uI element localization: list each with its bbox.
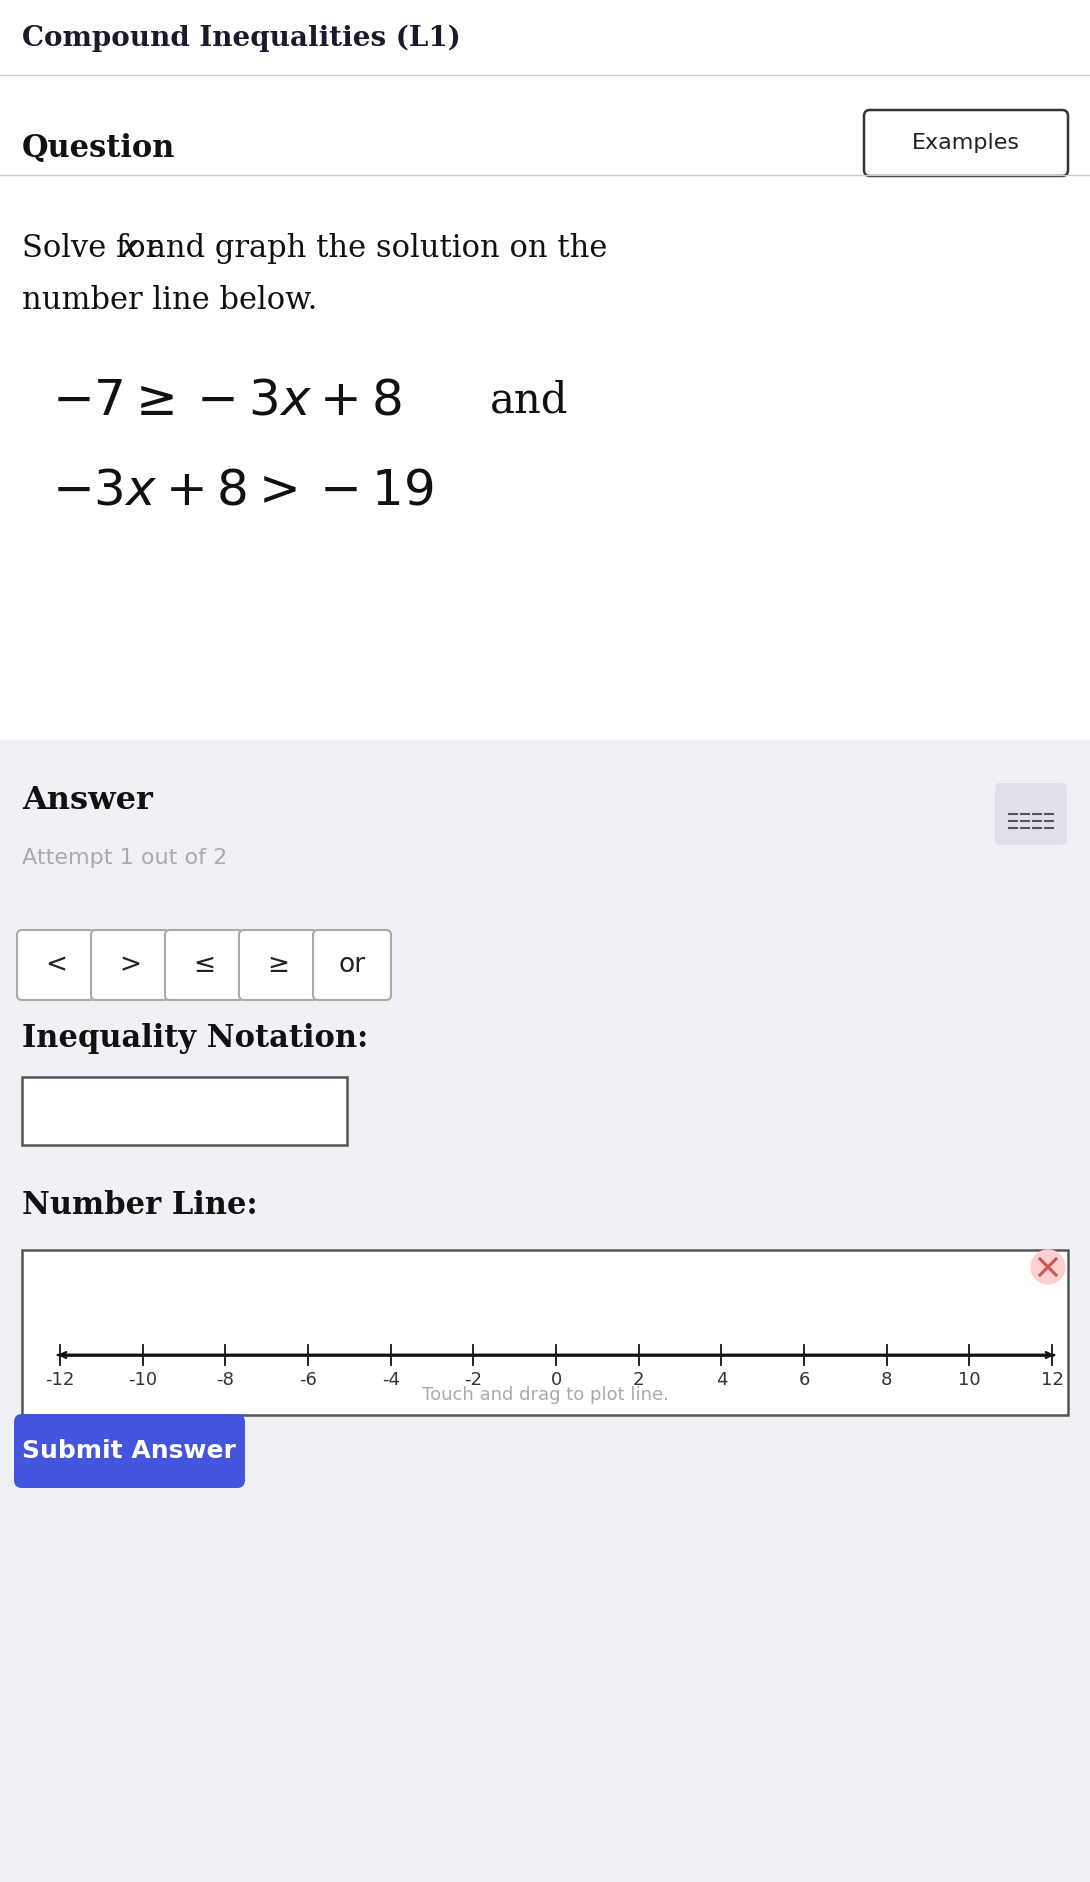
Text: $-7 \geq -3x + 8$: $-7 \geq -3x + 8$ (52, 376, 401, 423)
Text: >: > (119, 952, 141, 979)
Text: Attempt 1 out of 2: Attempt 1 out of 2 (22, 849, 227, 868)
Text: -8: -8 (217, 1370, 234, 1389)
FancyBboxPatch shape (313, 930, 391, 999)
Text: 6: 6 (798, 1370, 810, 1389)
Text: Touch and drag to plot line.: Touch and drag to plot line. (422, 1385, 668, 1404)
Text: or: or (338, 952, 365, 979)
FancyBboxPatch shape (0, 75, 1090, 740)
Text: Compound Inequalities (L1): Compound Inequalities (L1) (22, 24, 461, 51)
FancyBboxPatch shape (0, 740, 1090, 1882)
Text: ≤: ≤ (193, 952, 215, 979)
Text: Solve for: Solve for (22, 233, 170, 263)
Text: -4: -4 (382, 1370, 400, 1389)
FancyBboxPatch shape (90, 930, 169, 999)
FancyBboxPatch shape (14, 1413, 245, 1489)
Text: $x$: $x$ (120, 233, 141, 263)
Text: -12: -12 (46, 1370, 75, 1389)
Text: 0: 0 (550, 1370, 561, 1389)
Text: number line below.: number line below. (22, 284, 317, 316)
Text: -2: -2 (464, 1370, 483, 1389)
Text: and graph the solution on the: and graph the solution on the (138, 233, 607, 263)
Text: 8: 8 (881, 1370, 893, 1389)
Text: -6: -6 (299, 1370, 317, 1389)
Text: 10: 10 (958, 1370, 981, 1389)
Text: Submit Answer: Submit Answer (22, 1440, 235, 1462)
FancyBboxPatch shape (0, 0, 1090, 75)
Text: Question: Question (22, 132, 175, 164)
Text: Number Line:: Number Line: (22, 1189, 257, 1221)
Text: Answer: Answer (22, 785, 153, 815)
Circle shape (1031, 1250, 1065, 1284)
FancyBboxPatch shape (22, 1077, 347, 1144)
Text: -10: -10 (129, 1370, 157, 1389)
FancyBboxPatch shape (995, 783, 1067, 845)
Text: $-3x + 8 > -19$: $-3x + 8 > -19$ (52, 467, 434, 514)
FancyBboxPatch shape (17, 930, 95, 999)
FancyBboxPatch shape (165, 930, 243, 999)
Text: <: < (45, 952, 66, 979)
Text: Examples: Examples (912, 134, 1020, 152)
Text: 12: 12 (1041, 1370, 1064, 1389)
Text: ≥: ≥ (267, 952, 289, 979)
Text: 4: 4 (715, 1370, 727, 1389)
FancyBboxPatch shape (864, 109, 1068, 177)
FancyBboxPatch shape (22, 1250, 1068, 1415)
Text: Inequality Notation:: Inequality Notation: (22, 1022, 368, 1054)
Text: 2: 2 (633, 1370, 644, 1389)
Text: and: and (490, 378, 569, 422)
FancyBboxPatch shape (239, 930, 317, 999)
